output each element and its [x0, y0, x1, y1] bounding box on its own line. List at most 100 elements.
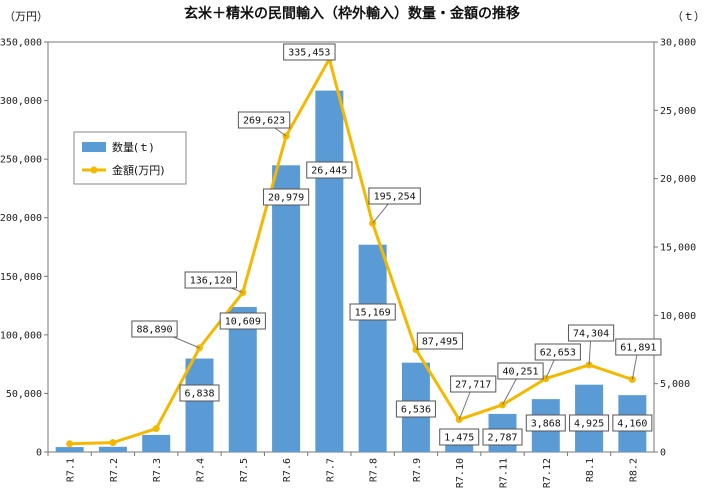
bar-data-label-box [262, 188, 310, 206]
x-tick-label: R8.2 [628, 458, 639, 482]
x-tick-label: R7.5 [239, 458, 250, 482]
bar-data-label: 3,868 [531, 419, 561, 430]
bar-data-label: 26,445 [311, 166, 347, 177]
right-axis-unit: （ｔ） [672, 10, 705, 23]
line-data-label-box [237, 111, 291, 129]
line-point [152, 425, 160, 433]
x-tick-label: R7.1 [66, 458, 77, 482]
line-data-label: 27,717 [455, 380, 491, 391]
right-tick-label: 20,000 [660, 174, 696, 185]
line-data-label-box [615, 338, 662, 356]
line-series [66, 55, 636, 448]
bar-data-label: 6,536 [401, 405, 431, 416]
x-tick-label: R7.10 [455, 458, 466, 488]
bar [272, 165, 301, 453]
left-tick-label: 150,000 [0, 272, 42, 283]
plot-area [47, 41, 655, 453]
bar-data-label: 15,169 [355, 308, 391, 319]
line-data-label-box [184, 271, 237, 289]
left-tick-label: 200,000 [0, 213, 42, 224]
left-tick-label: 250,000 [0, 155, 42, 166]
bar-data-label: 4,925 [574, 419, 604, 430]
bar-data-label-box [179, 384, 220, 402]
legend-line-marker [90, 166, 98, 174]
right-tick-label: 25,000 [660, 106, 696, 117]
left-tick-label: 300,000 [0, 96, 42, 107]
bar [228, 307, 257, 452]
line-data-label-box [283, 43, 336, 61]
bar [98, 446, 127, 452]
bar-data-label-box [349, 303, 396, 321]
line-data-label-box [131, 320, 178, 338]
bar-data-label-box [219, 312, 266, 330]
bar-data-label-box [569, 414, 610, 432]
x-tick-label: R7.9 [412, 458, 423, 482]
line-data-label-box [416, 332, 464, 350]
bar-data-label-box [525, 414, 566, 432]
bar-data-label-box [439, 428, 480, 446]
bar-data-label: 4,160 [617, 419, 647, 430]
line-data-label-box [497, 362, 544, 380]
legend-bar-label: 数量(ｔ) [112, 141, 154, 154]
x-tick-label: R7.8 [369, 458, 380, 482]
line-data-label: 62,653 [540, 348, 576, 359]
bar-data-label-box [306, 161, 353, 179]
left-tick-label: 50,000 [6, 389, 42, 400]
x-tick-label: R7.7 [325, 458, 336, 482]
bar [185, 358, 214, 452]
line-data-label: 195,254 [374, 192, 416, 203]
bar [358, 244, 387, 452]
line-data-label: 40,251 [502, 367, 538, 378]
right-tick-label: 10,000 [660, 311, 696, 322]
left-tick-label: 100,000 [0, 330, 42, 341]
line-data-label-box [450, 375, 497, 393]
line-labels: 88,890 136,120 269,623 335,453 195,254 87,495… [131, 43, 662, 420]
line-data-label-box [368, 187, 421, 205]
line-point [66, 440, 74, 448]
bar [55, 447, 84, 452]
legend: 数量(ｔ) 金額(万円) [73, 131, 187, 185]
x-tick-label: R8.1 [585, 458, 596, 482]
line-data-label: 269,623 [243, 116, 285, 127]
bar-data-label-box [612, 414, 653, 432]
bar-data-label-box [482, 428, 523, 446]
line-path [69, 57, 633, 446]
axes: 0 50,000 100,000 150,000 200,000 250,000 300,0… [0, 38, 696, 489]
left-axis-unit: （万円） [4, 10, 48, 23]
line-data-label: 87,495 [422, 337, 458, 348]
line-data-label-box [567, 324, 615, 342]
line-data-label: 61,891 [620, 343, 656, 354]
bar-data-label: 2,787 [487, 433, 517, 444]
bar-data-label: 6,838 [184, 389, 214, 400]
line-point [109, 439, 117, 447]
x-tick-label: R7.12 [542, 458, 553, 488]
bar [315, 90, 344, 453]
bar-data-label: 1,475 [444, 433, 474, 444]
right-tick-label: 15,000 [660, 243, 696, 254]
right-tick-label: 0 [660, 448, 666, 459]
x-tick-label: R7.4 [196, 458, 207, 482]
right-tick-label: 30,000 [660, 38, 696, 49]
line-data-label-box [534, 343, 581, 361]
bar-labels: 6,838 10,609 20,979 26,445 15,169 6,536 1,475 2… [179, 161, 653, 446]
x-tick-label: R7.2 [109, 458, 120, 482]
line-data-label: 74,304 [573, 329, 609, 340]
line-data-label: 136,120 [190, 276, 232, 287]
x-tick-label: R7.3 [152, 458, 163, 482]
bar-data-label-box [395, 400, 436, 418]
legend-box [73, 131, 187, 185]
bar [142, 434, 171, 452]
line-data-label: 335,453 [288, 48, 330, 59]
x-tick-label: R7.11 [499, 458, 510, 488]
line-data-label: 88,890 [136, 325, 172, 336]
left-tick-label: 0 [36, 448, 42, 459]
chart-title: 玄米＋精米の民間輸入（枠外輸入）数量・金額の推移 [184, 5, 520, 22]
bar-series [55, 90, 647, 453]
right-tick-label: 5,000 [660, 379, 690, 390]
legend-line-label: 金額(万円) [112, 163, 165, 177]
bar-data-label: 20,979 [268, 193, 304, 204]
bar-data-label: 10,609 [225, 317, 261, 328]
legend-bar-swatch [82, 142, 106, 152]
x-tick-label: R7.6 [282, 458, 293, 482]
